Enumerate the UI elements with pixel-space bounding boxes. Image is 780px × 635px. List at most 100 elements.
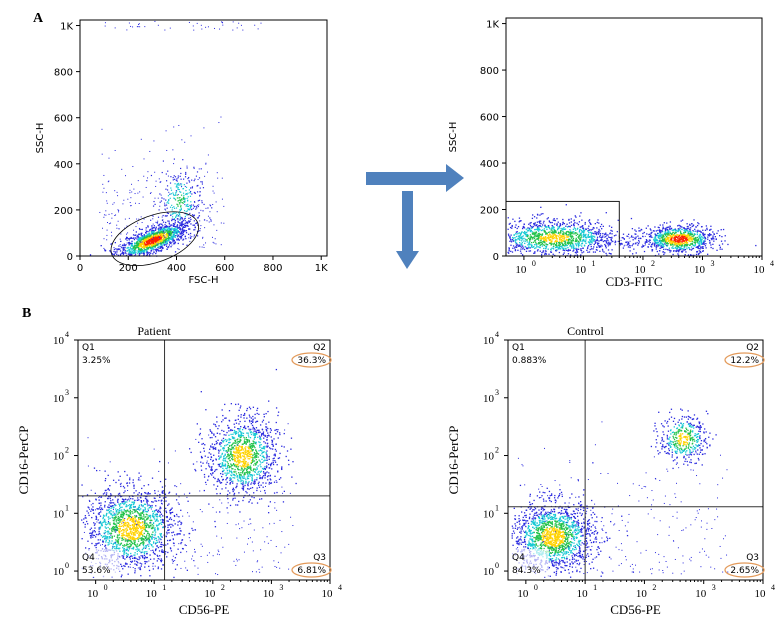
scatter-point bbox=[167, 238, 169, 240]
scatter-point bbox=[666, 242, 669, 244]
scatter-point bbox=[164, 226, 166, 228]
scatter-point bbox=[127, 518, 129, 520]
scatter-point bbox=[127, 538, 130, 540]
scatter-point bbox=[529, 250, 532, 252]
scatter-point bbox=[187, 214, 189, 216]
scatter-point bbox=[174, 230, 177, 232]
scatter-point bbox=[609, 236, 611, 238]
scatter-point bbox=[512, 245, 515, 247]
scatter-point bbox=[722, 228, 725, 231]
scatter-point bbox=[113, 542, 115, 544]
scatter-point bbox=[558, 227, 560, 230]
scatter-point bbox=[680, 250, 683, 253]
scatter-point bbox=[582, 236, 584, 238]
scatter-point bbox=[160, 181, 162, 183]
scatter-point bbox=[553, 226, 555, 229]
scatter-point bbox=[134, 202, 136, 204]
scatter-point bbox=[699, 237, 702, 240]
scatter-point bbox=[570, 244, 572, 246]
scatter-point bbox=[537, 229, 539, 231]
scatter-point bbox=[175, 216, 177, 218]
scatter-point bbox=[242, 29, 244, 31]
scatter-point bbox=[128, 482, 131, 484]
scatter-point bbox=[160, 227, 162, 230]
scatter-point bbox=[135, 234, 137, 236]
scatter-point bbox=[724, 240, 726, 242]
scatter-point bbox=[721, 243, 724, 245]
scatter-point bbox=[108, 536, 111, 538]
scatter-point bbox=[128, 217, 130, 219]
scatter-point bbox=[599, 250, 601, 252]
scatter-point bbox=[157, 546, 160, 549]
scatter-point bbox=[165, 243, 167, 245]
scatter-point bbox=[173, 194, 175, 197]
scatter-point bbox=[648, 235, 651, 238]
scatter-point bbox=[126, 555, 129, 558]
scatter-point bbox=[719, 246, 722, 248]
scatter-point bbox=[583, 234, 585, 236]
scatter-point bbox=[151, 237, 153, 239]
scatter-point bbox=[576, 228, 579, 230]
scatter-point bbox=[546, 232, 548, 234]
scatter-point bbox=[156, 238, 158, 240]
scatter-point bbox=[169, 197, 171, 199]
scatter-point bbox=[698, 223, 700, 225]
scatter-point bbox=[154, 500, 156, 502]
scatter-point bbox=[160, 250, 162, 252]
scatter-point bbox=[670, 238, 673, 241]
scatter-point bbox=[161, 242, 164, 244]
scatter-point bbox=[533, 234, 536, 236]
scatter-point bbox=[199, 194, 201, 196]
scatter-point bbox=[531, 227, 533, 229]
scatter-point bbox=[565, 204, 567, 206]
scatter-point bbox=[193, 168, 195, 170]
scatter-point bbox=[550, 244, 552, 246]
scatter-point bbox=[545, 247, 547, 250]
scatter-point bbox=[135, 519, 137, 521]
scatter-point bbox=[144, 242, 146, 245]
scatter-point bbox=[167, 220, 169, 222]
scatter-point bbox=[191, 187, 193, 189]
scatter-point bbox=[106, 531, 108, 533]
scatter-point bbox=[190, 208, 193, 211]
scatter-point bbox=[150, 192, 152, 194]
scatter-point bbox=[136, 537, 138, 540]
scatter-point bbox=[169, 242, 171, 244]
scatter-point bbox=[152, 236, 154, 238]
scatter-point bbox=[121, 509, 123, 511]
scatter-point bbox=[644, 244, 646, 246]
scatter-point bbox=[145, 250, 148, 253]
scatter-point bbox=[172, 241, 174, 243]
scatter-point bbox=[147, 248, 150, 250]
scatter-point bbox=[521, 254, 524, 256]
scatter-point bbox=[179, 236, 181, 238]
scatter-point bbox=[198, 204, 200, 206]
scatter-point bbox=[571, 232, 573, 234]
scatter-point bbox=[137, 512, 139, 514]
scatter-point bbox=[564, 236, 566, 239]
scatter-point bbox=[146, 240, 148, 242]
y-tick-label: 600 bbox=[54, 114, 73, 125]
scatter-point bbox=[123, 553, 125, 556]
scatter-point bbox=[541, 234, 543, 236]
scatter-point bbox=[635, 233, 637, 235]
scatter-point bbox=[202, 187, 205, 189]
scatter-point bbox=[148, 239, 150, 241]
scatter-point bbox=[143, 485, 145, 487]
scatter-point bbox=[555, 237, 558, 239]
scatter-point bbox=[718, 244, 721, 246]
scatter-point bbox=[196, 230, 199, 233]
scatter-point bbox=[655, 235, 657, 237]
scatter-point bbox=[631, 235, 633, 237]
scatter-point bbox=[128, 250, 130, 252]
scatter-point bbox=[629, 240, 631, 242]
scatter-point bbox=[755, 244, 757, 247]
scatter-point bbox=[137, 538, 139, 540]
scatter-point bbox=[89, 254, 92, 256]
scatter-point bbox=[139, 532, 141, 535]
scatter-point bbox=[545, 252, 547, 255]
scatter-point bbox=[156, 235, 158, 237]
scatter-point bbox=[585, 239, 587, 241]
scatter-point bbox=[508, 247, 510, 250]
scatter-point bbox=[589, 221, 591, 224]
